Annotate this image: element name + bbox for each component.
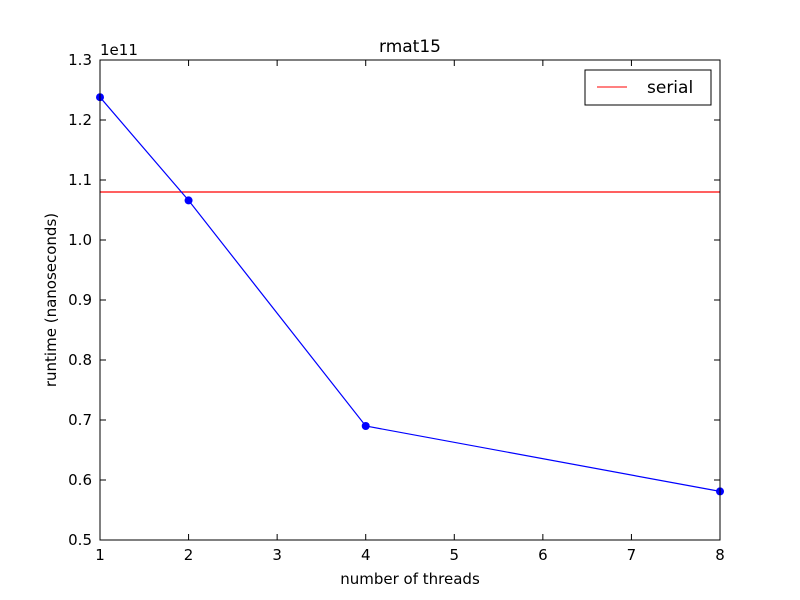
y-tick-label: 0.8 [68, 351, 92, 369]
plot-background [100, 60, 720, 540]
x-axis-ticks: 1 2 3 4 5 6 7 8 [95, 60, 725, 564]
chart-title: rmat15 [379, 37, 441, 57]
y-tick-label: 0.5 [68, 531, 92, 549]
x-tick-label: 2 [184, 546, 194, 564]
y-tick-label: 0.9 [68, 291, 92, 309]
data-point [184, 196, 193, 205]
y-tick-label: 1.3 [68, 51, 92, 69]
y-tick-label: 1.0 [68, 231, 92, 249]
series-line-0 [99, 96, 721, 492]
y-tick-label: 0.7 [68, 411, 92, 429]
y-tick-label: 1.1 [68, 171, 92, 189]
data-point [361, 422, 370, 430]
x-axis-label: number of threads [340, 570, 480, 588]
x-tick-label: 8 [715, 546, 725, 564]
y-tick-label: 0.6 [68, 471, 92, 489]
x-tick-label: 6 [538, 546, 548, 564]
x-tick-label: 7 [627, 546, 637, 564]
y-axis-offset-label: 1e11 [100, 41, 138, 59]
y-tick-label: 1.2 [68, 111, 92, 129]
y-axis-ticks: 0.5 0.6 0.7 0.8 0.9 1.0 1.1 1.2 1.3 [68, 51, 720, 549]
x-tick-label: 5 [450, 546, 460, 564]
x-tick-label: 1 [95, 546, 105, 564]
x-tick-label: 4 [361, 546, 371, 564]
y-axis-label: runtime (nanoseconds) [42, 213, 60, 387]
legend-label-serial: serial [647, 78, 693, 98]
x-tick-label: 3 [272, 546, 282, 564]
legend: serial [584, 69, 712, 106]
